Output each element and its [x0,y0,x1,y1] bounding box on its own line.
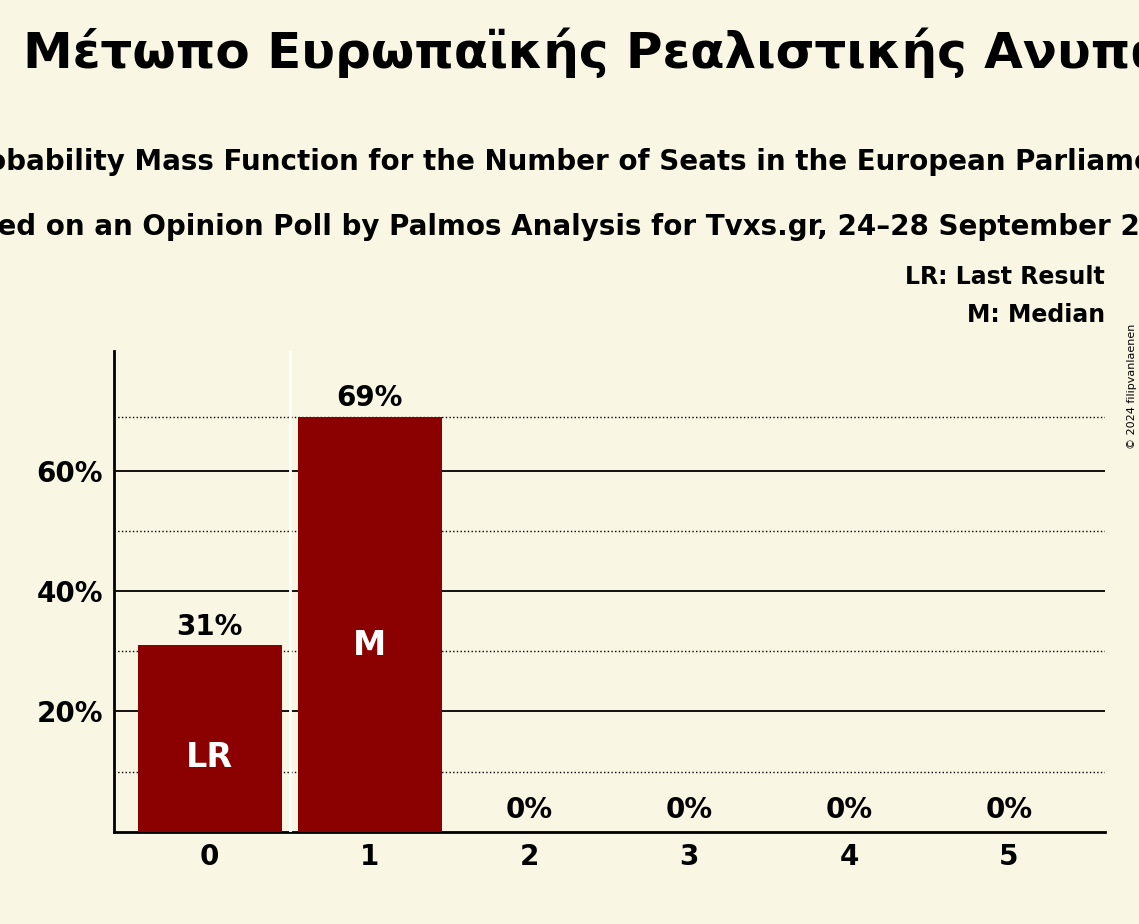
Text: Μέτωπο Ευρωπαϊκής Ρεαλιστικής Ανυπακοής (GUE/NG: Μέτωπο Ευρωπαϊκής Ρεαλιστικής Ανυπακοής … [23,28,1139,79]
Bar [297,418,442,832]
Text: LR: Last Result: LR: Last Result [906,264,1105,288]
Text: 31%: 31% [177,613,243,640]
Text: Probability Mass Function for the Number of Seats in the European Parliament: Probability Mass Function for the Number… [0,148,1139,176]
Text: Based on an Opinion Poll by Palmos Analysis for Tvxs.gr, 24–28 September 2024: Based on an Opinion Poll by Palmos Analy… [0,213,1139,240]
Text: 0%: 0% [506,796,554,824]
Text: M: Median: M: Median [967,303,1105,327]
Text: 69%: 69% [336,384,403,412]
Text: 0%: 0% [826,796,872,824]
Text: 0%: 0% [665,796,713,824]
Text: LR: LR [187,741,233,773]
Text: 0%: 0% [985,796,1032,824]
Text: © 2024 filipvanlaenen: © 2024 filipvanlaenen [1126,323,1137,449]
Bar [138,645,281,832]
Text: M: M [353,628,386,662]
